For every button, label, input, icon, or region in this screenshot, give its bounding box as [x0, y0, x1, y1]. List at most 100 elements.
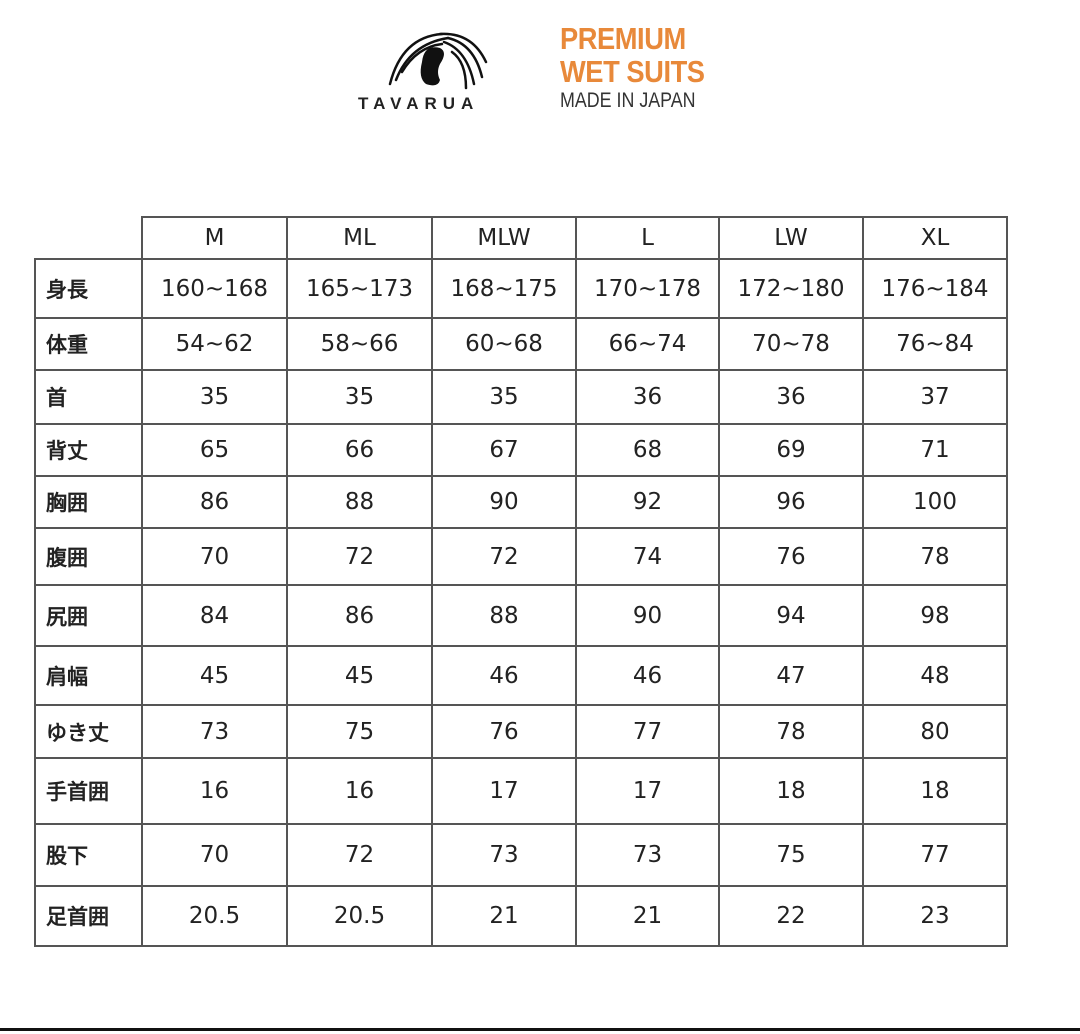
measurement-value: 94	[718, 584, 864, 647]
measurement-value: 77	[862, 823, 1008, 887]
size-header: M	[141, 216, 288, 260]
table-row: 足首囲 20.5 20.5 21 21 22 23	[34, 885, 1008, 947]
measurement-value: 73	[141, 704, 288, 759]
measurement-value: 22	[718, 885, 864, 947]
size-header: ML	[286, 216, 433, 260]
measurement-label: 股下	[34, 823, 143, 887]
measurement-value: 65	[141, 423, 288, 477]
measurement-value: 96	[718, 475, 864, 529]
divider	[0, 1028, 1080, 1031]
measurement-value: 76	[718, 527, 864, 586]
measurement-value: 72	[286, 527, 433, 586]
measurement-value: 90	[431, 475, 577, 529]
table-row: 手首囲 16 16 17 17 18 18	[34, 757, 1008, 825]
measurement-label: 背丈	[34, 423, 143, 477]
measurement-value: 54~62	[141, 317, 288, 371]
measurement-value: 86	[141, 475, 288, 529]
tagline: PREMIUM WET SUITS MADE IN JAPAN	[560, 22, 724, 114]
table-row: 股下 70 72 73 73 75 77	[34, 823, 1008, 887]
measurement-value: 46	[575, 645, 720, 706]
measurement-value: 73	[431, 823, 577, 887]
measurement-value: 36	[718, 369, 864, 425]
measurement-value: 72	[286, 823, 433, 887]
measurement-value: 23	[862, 885, 1008, 947]
measurement-value: 45	[286, 645, 433, 706]
measurement-value: 78	[862, 527, 1008, 586]
measurement-value: 58~66	[286, 317, 433, 371]
measurement-value: 86	[286, 584, 433, 647]
measurement-value: 18	[862, 757, 1008, 825]
measurement-value: 76~84	[862, 317, 1008, 371]
measurement-value: 69	[718, 423, 864, 477]
measurement-value: 66	[286, 423, 433, 477]
measurement-value: 77	[575, 704, 720, 759]
measurement-value: 17	[431, 757, 577, 825]
table-row: 身長 160~168 165~173 168~175 170~178 172~180 176…	[34, 258, 1008, 319]
measurement-value: 88	[431, 584, 577, 647]
measurement-value: 84	[141, 584, 288, 647]
measurement-value: 73	[575, 823, 720, 887]
measurement-label: 肩幅	[34, 645, 143, 706]
measurement-value: 160~168	[141, 258, 288, 319]
tavarua-logo	[382, 22, 492, 122]
measurement-value: 67	[431, 423, 577, 477]
measurement-value: 176~184	[862, 258, 1008, 319]
size-header-row: M ML MLW L LW XL	[35, 216, 1008, 260]
measurement-value: 70~78	[718, 317, 864, 371]
measurement-value: 70	[141, 527, 288, 586]
measurement-value: 20.5	[141, 885, 288, 947]
table-row: ゆき丈 73 75 76 77 78 80	[34, 704, 1008, 759]
measurement-label: 身長	[34, 258, 143, 319]
tagline-premium: PREMIUM	[560, 21, 686, 56]
measurement-value: 36	[575, 369, 720, 425]
measurement-value: 100	[862, 475, 1008, 529]
measurement-value: 80	[862, 704, 1008, 759]
measurement-value: 66~74	[575, 317, 720, 371]
size-header: XL	[862, 216, 1008, 260]
tagline-made-in-japan: MADE IN JAPAN	[560, 89, 696, 112]
table-row: 尻囲 84 86 88 90 94 98	[34, 584, 1008, 647]
measurement-value: 168~175	[431, 258, 577, 319]
measurement-value: 172~180	[718, 258, 864, 319]
measurement-value: 17	[575, 757, 720, 825]
table-row: 肩幅 45 45 46 46 47 48	[34, 645, 1008, 706]
measurement-value: 88	[286, 475, 433, 529]
measurement-label: 首	[34, 369, 143, 425]
wave-logo-icon	[388, 32, 488, 90]
table-row: 胸囲 86 88 90 92 96 100	[34, 475, 1008, 529]
measurement-value: 45	[141, 645, 288, 706]
size-header: MLW	[431, 216, 577, 260]
table-row: 首 35 35 35 36 36 37	[34, 369, 1008, 425]
measurement-value: 74	[575, 527, 720, 586]
measurement-value: 35	[431, 369, 577, 425]
measurement-value: 75	[286, 704, 433, 759]
measurement-value: 90	[575, 584, 720, 647]
size-header: L	[575, 216, 720, 260]
table-row: 腹囲 70 72 72 74 76 78	[34, 527, 1008, 586]
measurement-value: 70	[141, 823, 288, 887]
brand-name: TAVARUA	[358, 94, 480, 113]
table-row: 背丈 65 66 67 68 69 71	[34, 423, 1008, 477]
measurement-value: 165~173	[286, 258, 433, 319]
corner-cell	[35, 217, 142, 259]
measurement-value: 72	[431, 527, 577, 586]
measurement-label: 体重	[34, 317, 143, 371]
measurement-value: 35	[141, 369, 288, 425]
table-row: 体重 54~62 58~66 60~68 66~74 70~78 76~84	[34, 317, 1008, 371]
measurement-value: 35	[286, 369, 433, 425]
measurement-value: 20.5	[286, 885, 433, 947]
measurement-value: 76	[431, 704, 577, 759]
measurement-value: 71	[862, 423, 1008, 477]
measurement-value: 21	[575, 885, 720, 947]
measurement-label: 手首囲	[34, 757, 143, 825]
measurement-label: 足首囲	[34, 885, 143, 947]
measurement-value: 98	[862, 584, 1008, 647]
measurement-label: ゆき丈	[34, 704, 143, 759]
measurement-value: 18	[718, 757, 864, 825]
measurement-value: 78	[718, 704, 864, 759]
measurement-value: 46	[431, 645, 577, 706]
measurement-value: 47	[718, 645, 864, 706]
measurement-value: 16	[141, 757, 288, 825]
measurement-value: 75	[718, 823, 864, 887]
measurement-label: 腹囲	[34, 527, 143, 586]
